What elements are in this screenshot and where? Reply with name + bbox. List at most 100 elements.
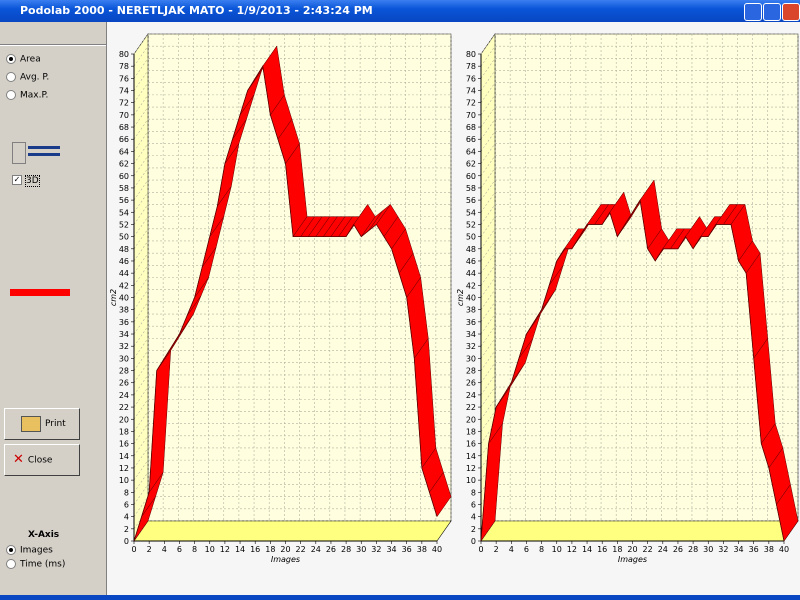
- radio-label: Avg. P.: [20, 72, 50, 83]
- grid-line: [480, 350, 496, 371]
- grid-line: [133, 374, 149, 396]
- x-tick-label: 30: [703, 545, 713, 554]
- y-tick-label: 20: [466, 415, 476, 424]
- x-tick-label: 12: [220, 545, 230, 554]
- y-tick-label: 10: [119, 476, 129, 485]
- y-tick-label: 14: [466, 452, 476, 461]
- y-tick-label: 44: [119, 269, 129, 278]
- grid-line: [133, 94, 149, 116]
- spinner[interactable]: [12, 142, 26, 164]
- y-tick-label: 58: [119, 184, 129, 193]
- y-tick-label: 46: [466, 257, 476, 266]
- line-width-sample: [28, 146, 60, 149]
- close-window-button[interactable]: [782, 3, 800, 21]
- y-tick-label: 54: [119, 208, 129, 217]
- x-tick-label: 30: [356, 545, 366, 554]
- x-tick-label: 10: [552, 545, 562, 554]
- maximize-button[interactable]: [763, 3, 781, 21]
- y-tick-label: 14: [119, 452, 129, 461]
- grid-line: [133, 411, 149, 432]
- button-label: Close: [27, 455, 53, 466]
- line-front: [133, 65, 438, 542]
- grid-line: [480, 399, 496, 420]
- y-tick-label: 60: [466, 172, 476, 181]
- x-tick-label: 32: [371, 545, 381, 554]
- window-title: Podolab 2000 - NERETLJAK MATO - 1/9/2013…: [20, 4, 373, 17]
- radio-area[interactable]: Area: [6, 54, 41, 65]
- grid-line: [133, 435, 149, 456]
- x-tick-label: 0: [478, 545, 483, 554]
- grid-line: [133, 496, 149, 517]
- y-tick-label: 80: [119, 50, 129, 59]
- grid-line: [133, 167, 149, 189]
- grid-line: [480, 119, 496, 140]
- grid-line: [133, 301, 149, 323]
- x-tick-label: 18: [612, 545, 622, 554]
- minimize-button[interactable]: [744, 3, 762, 21]
- x-tick-label: 14: [582, 545, 592, 554]
- grid-line: [480, 289, 496, 310]
- grid-line: [480, 46, 496, 67]
- radio-label: Images: [20, 545, 53, 556]
- grid-line: [480, 277, 496, 298]
- y-tick-label: 66: [466, 135, 476, 144]
- grid-line: [133, 326, 149, 347]
- y-tick-label: 72: [466, 99, 476, 108]
- close-button[interactable]: ✕ Close: [4, 444, 80, 476]
- x-tick-label: 26: [673, 545, 683, 554]
- print-button[interactable]: Print: [4, 408, 80, 440]
- y-tick-label: 70: [119, 111, 129, 120]
- grid-line: [133, 179, 149, 201]
- y-tick-label: 12: [119, 464, 129, 473]
- y-tick-label: 50: [119, 233, 129, 242]
- floor: [480, 520, 799, 542]
- grid-line: [133, 459, 149, 481]
- x-tick-label: 32: [718, 545, 728, 554]
- plot-area: 0 2 4 6 8 10 12 14 16 18 20 22 24 26 28 30 32 34 36 38 40 42 4…: [107, 22, 800, 595]
- y-tick-label: 18: [119, 427, 129, 436]
- y-tick-label: 28: [119, 367, 129, 376]
- y-tick-label: 38: [119, 306, 129, 315]
- grid-line: [133, 143, 149, 164]
- y-tick-label: 46: [119, 257, 129, 266]
- x-tick-label: 16: [597, 545, 607, 554]
- x-tick-label: 36: [402, 545, 412, 554]
- grid-line: [480, 313, 496, 335]
- y-tick-label: 68: [119, 123, 129, 132]
- x-tick-label: 20: [280, 545, 290, 554]
- radio-avg[interactable]: Avg. P.: [6, 72, 49, 83]
- x-tick-label: 10: [205, 545, 215, 554]
- color-sample[interactable]: [10, 289, 70, 296]
- grid-line: [133, 265, 149, 286]
- grid-line: [133, 289, 149, 310]
- grid-line: [133, 155, 149, 176]
- y-tick-label: 48: [466, 245, 476, 254]
- y-tick-label: 6: [471, 500, 476, 509]
- y-tick-label: 80: [466, 50, 476, 59]
- grid-line: [480, 82, 496, 103]
- y-tick-label: 66: [119, 135, 129, 144]
- y-tick-label: 58: [466, 184, 476, 193]
- y-tick-label: 18: [466, 427, 476, 436]
- checkbox-label: 3D: [25, 174, 40, 187]
- y-tick-label: 24: [119, 391, 129, 400]
- radio-time[interactable]: Time (ms): [6, 559, 65, 570]
- y-tick-label: 72: [119, 99, 129, 108]
- x-axis-label: Images: [271, 555, 300, 564]
- line-front: [480, 198, 785, 542]
- x-tick-label: 8: [192, 545, 197, 554]
- checkbox-3d[interactable]: ✓ 3D: [12, 174, 40, 187]
- x-tick-label: 40: [432, 545, 442, 554]
- radio-images[interactable]: Images: [6, 545, 53, 556]
- grid-line: [480, 228, 496, 249]
- y-tick-label: 16: [119, 440, 129, 449]
- window-border: [0, 595, 800, 600]
- y-tick-label: 26: [466, 379, 476, 388]
- grid-line: [133, 82, 149, 103]
- y-tick-label: 0: [124, 537, 129, 546]
- y-tick-label: 34: [119, 330, 129, 339]
- grid-line: [480, 179, 496, 201]
- radio-max[interactable]: Max.P.: [6, 90, 48, 101]
- grid-line: [133, 362, 149, 383]
